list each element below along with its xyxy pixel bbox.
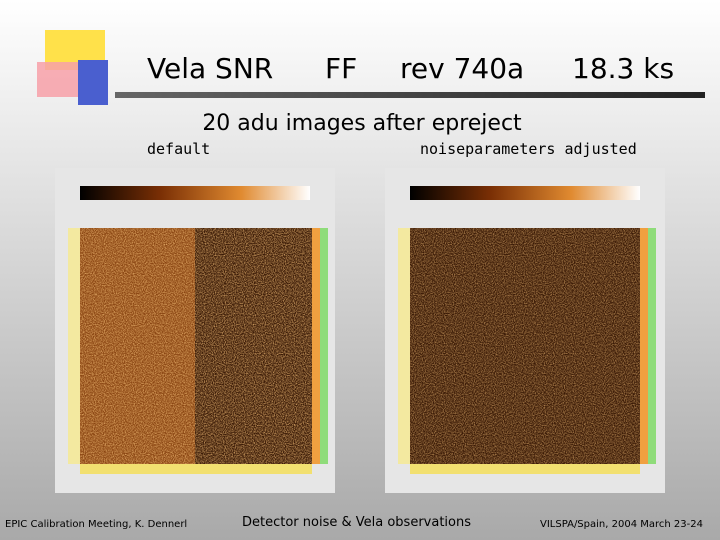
- side-strip: [320, 228, 328, 464]
- panel-label: noiseparameters adjusted: [420, 140, 637, 158]
- image-panel: [385, 168, 665, 493]
- subtitle: 20 adu images after epreject: [202, 111, 522, 136]
- image-noise: [410, 228, 640, 464]
- title-rule: [115, 92, 705, 98]
- image-panel: [55, 168, 335, 493]
- logo-square-blue: [78, 60, 108, 105]
- colorbar: [80, 186, 310, 200]
- title-part: FF: [325, 52, 357, 85]
- title-part: 18.3 ks: [572, 52, 674, 85]
- side-strip: [312, 228, 320, 464]
- title-part: rev 740a: [400, 52, 524, 85]
- footer-center: Detector noise & Vela observations: [242, 515, 471, 530]
- side-strip: [640, 228, 648, 464]
- footer-right: VILSPA/Spain, 2004 March 23-24: [540, 519, 703, 530]
- bottom-strip: [410, 464, 640, 474]
- bottom-strip: [80, 464, 312, 474]
- footer-left: EPIC Calibration Meeting, K. Dennerl: [5, 519, 187, 530]
- side-strip: [398, 228, 410, 464]
- title-part: Vela SNR: [147, 52, 273, 85]
- side-strip: [648, 228, 656, 464]
- side-strip: [68, 228, 80, 464]
- panel-label: default: [147, 140, 210, 158]
- colorbar: [410, 186, 640, 200]
- image-noise: [80, 228, 312, 464]
